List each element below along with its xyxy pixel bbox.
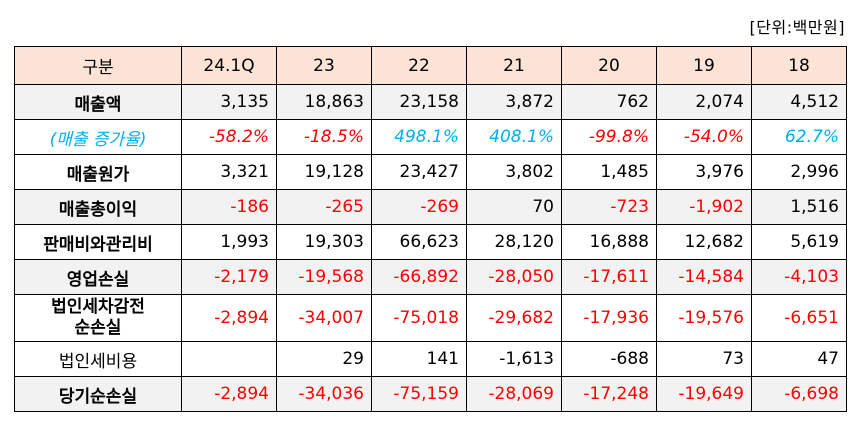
table-cell: -1,902 <box>656 189 752 225</box>
row-label: (매출 증가율) <box>14 119 182 155</box>
table-cell: 3,802 <box>466 154 562 190</box>
table-cell: 62.7% <box>751 119 847 155</box>
row-net-loss: 당기순손실 -2,894 -34,036 -75,159 -28,069 -17… <box>14 376 847 412</box>
row-income-tax: 법인세비용 29 141 -1,613 -688 73 47 <box>14 341 847 377</box>
row-cost-of-sales: 매출원가 3,321 19,128 23,427 3,802 1,485 3,9… <box>14 154 847 190</box>
table-cell: 4,512 <box>751 84 847 120</box>
table-cell: -2,894 <box>181 294 277 342</box>
header-period: 19 <box>656 46 752 85</box>
table-header-row: 구분 24.1Q 23 22 21 20 19 18 <box>14 46 847 85</box>
table-cell: -1,613 <box>466 341 562 377</box>
row-gross-profit: 매출총이익 -186 -265 -269 70 -723 -1,902 1,51… <box>14 189 847 225</box>
table-cell: 47 <box>751 341 847 377</box>
table-cell: -269 <box>371 189 467 225</box>
table-cell: -28,050 <box>466 259 562 295</box>
table-cell: 3,135 <box>181 84 277 120</box>
table-cell: 3,321 <box>181 154 277 190</box>
table-cell: -186 <box>181 189 277 225</box>
table-cell: 12,682 <box>656 224 752 260</box>
table-cell: -6,698 <box>751 376 847 412</box>
table-cell: 23,427 <box>371 154 467 190</box>
row-label: 당기순손실 <box>14 376 182 412</box>
table-cell: 73 <box>656 341 752 377</box>
row-label: 매출원가 <box>14 154 182 190</box>
table-cell: -2,894 <box>181 376 277 412</box>
table-cell: 1,516 <box>751 189 847 225</box>
table-cell: -66,892 <box>371 259 467 295</box>
unit-label: [단위:백만원] <box>749 18 845 37</box>
table-cell: 16,888 <box>561 224 657 260</box>
table-cell <box>181 341 277 377</box>
table-cell: -58.2% <box>181 119 277 155</box>
table-cell: -54.0% <box>656 119 752 155</box>
row-label: 법인세비용 <box>14 341 182 377</box>
table-cell: 141 <box>371 341 467 377</box>
table-cell: 28,120 <box>466 224 562 260</box>
table-cell: -75,159 <box>371 376 467 412</box>
financial-table: 구분 24.1Q 23 22 21 20 19 18 매출액 3,135 18,… <box>14 46 847 412</box>
row-revenue-growth: (매출 증가율) -58.2% -18.5% 498.1% 408.1% -99… <box>14 119 847 155</box>
header-period: 24.1Q <box>181 46 277 85</box>
table-cell: 1,993 <box>181 224 277 260</box>
row-pretax-loss: 법인세차감전 순손실 -2,894 -34,007 -75,018 -29,682… <box>14 294 847 342</box>
table-cell: 29 <box>276 341 372 377</box>
table-cell: 66,623 <box>371 224 467 260</box>
row-label: 법인세차감전 순손실 <box>14 294 182 342</box>
table-cell: -99.8% <box>561 119 657 155</box>
table-cell: 23,158 <box>371 84 467 120</box>
table-cell: 762 <box>561 84 657 120</box>
table-cell: -2,179 <box>181 259 277 295</box>
table-cell: 3,872 <box>466 84 562 120</box>
table-cell: 19,128 <box>276 154 372 190</box>
row-label-line1: 법인세차감전 <box>51 297 145 317</box>
table-cell: 3,976 <box>656 154 752 190</box>
table-cell: 498.1% <box>371 119 467 155</box>
table-cell: 19,303 <box>276 224 372 260</box>
table-cell: -18.5% <box>276 119 372 155</box>
table-cell: -4,103 <box>751 259 847 295</box>
row-label: 판매비와관리비 <box>14 224 182 260</box>
table-cell: -19,568 <box>276 259 372 295</box>
table-cell: -34,007 <box>276 294 372 342</box>
table-cell: -29,682 <box>466 294 562 342</box>
header-period: 18 <box>751 46 847 85</box>
table-cell: 1,485 <box>561 154 657 190</box>
table-cell: 18,863 <box>276 84 372 120</box>
table-cell: 2,996 <box>751 154 847 190</box>
table-cell: -688 <box>561 341 657 377</box>
row-label-line2: 순손실 <box>74 318 122 338</box>
table-cell: 5,619 <box>751 224 847 260</box>
table-cell: -17,248 <box>561 376 657 412</box>
row-revenue: 매출액 3,135 18,863 23,158 3,872 762 2,074 … <box>14 84 847 120</box>
table-cell: -17,611 <box>561 259 657 295</box>
table-cell: -723 <box>561 189 657 225</box>
table-cell: -17,936 <box>561 294 657 342</box>
table-cell: -19,576 <box>656 294 752 342</box>
table-cell: 2,074 <box>656 84 752 120</box>
header-period: 23 <box>276 46 372 85</box>
table-cell: -19,649 <box>656 376 752 412</box>
table-cell: -28,069 <box>466 376 562 412</box>
table-cell: -34,036 <box>276 376 372 412</box>
header-period: 22 <box>371 46 467 85</box>
header-category: 구분 <box>14 46 182 85</box>
header-period: 21 <box>466 46 562 85</box>
table-cell: -6,651 <box>751 294 847 342</box>
row-label: 영업손실 <box>14 259 182 295</box>
row-sga: 판매비와관리비 1,993 19,303 66,623 28,120 16,88… <box>14 224 847 260</box>
table-cell: 70 <box>466 189 562 225</box>
table-cell: 408.1% <box>466 119 562 155</box>
row-label: 매출총이익 <box>14 189 182 225</box>
table-cell: -14,584 <box>656 259 752 295</box>
row-label: 매출액 <box>14 84 182 120</box>
header-period: 20 <box>561 46 657 85</box>
table-cell: -75,018 <box>371 294 467 342</box>
row-operating-loss: 영업손실 -2,179 -19,568 -66,892 -28,050 -17,… <box>14 259 847 295</box>
table-cell: -265 <box>276 189 372 225</box>
